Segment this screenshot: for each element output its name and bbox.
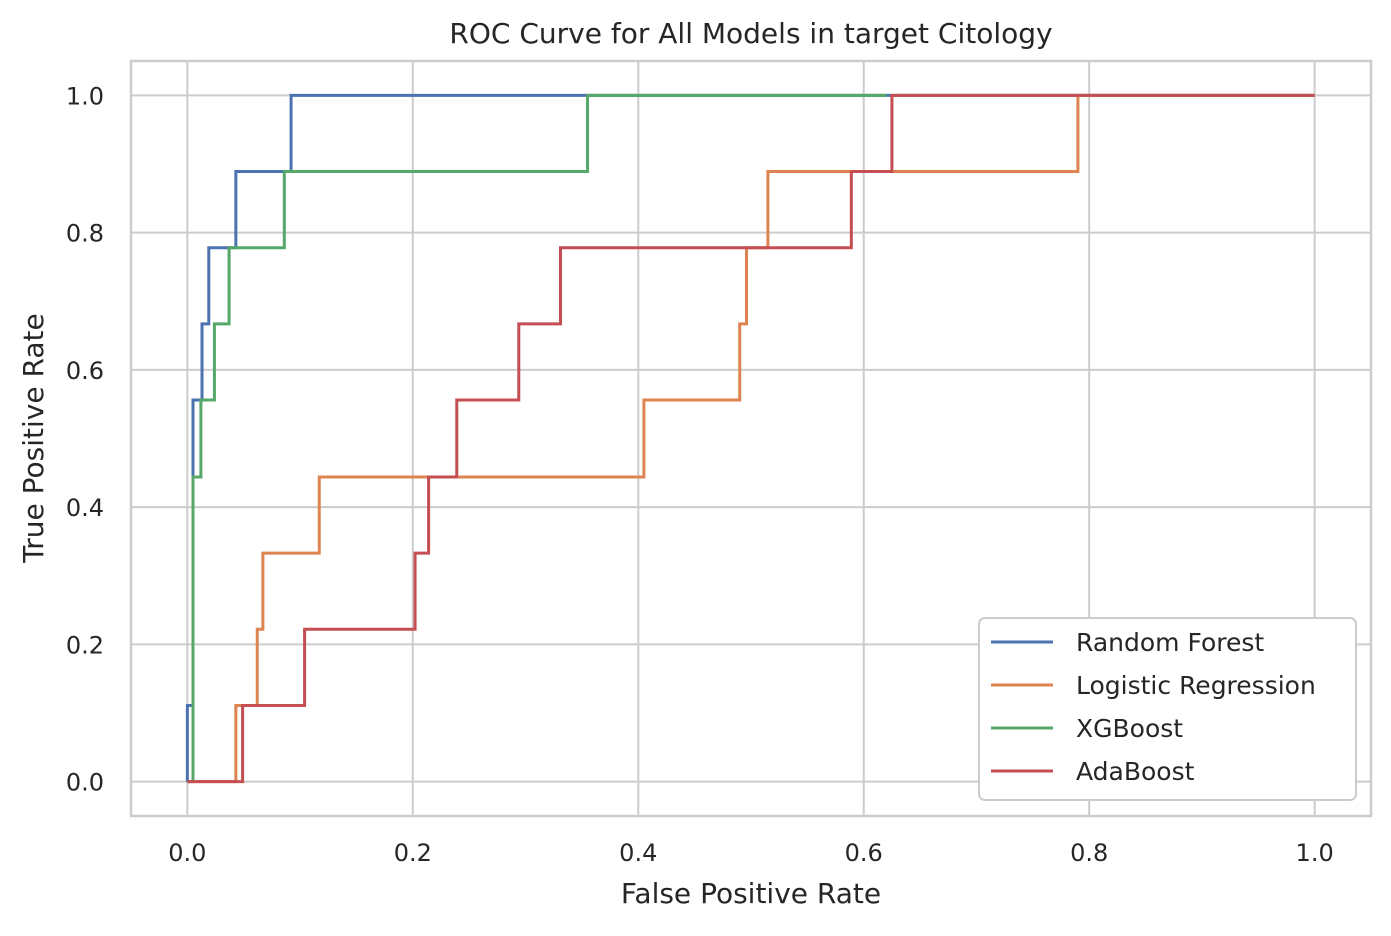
chart-title: ROC Curve for All Models in target Citol…: [449, 17, 1052, 50]
y-tick-label: 0.8: [66, 220, 104, 248]
legend-label-adaboost: AdaBoost: [1076, 757, 1195, 786]
series-line-adaboost: [187, 93, 1315, 784]
x-tick-label: 1.0: [1296, 839, 1334, 867]
y-axis-label: True Positive Rate: [17, 313, 50, 563]
legend-items: Random Forest Logistic Regression XGBoost A…: [991, 628, 1316, 786]
y-tick-label: 0.4: [66, 494, 104, 522]
y-tick-label: 1.0: [66, 82, 104, 110]
series-layer: [185, 93, 1315, 784]
x-axis-label: False Positive Rate: [621, 877, 881, 910]
x-tick-label: 0.2: [394, 839, 432, 867]
y-tick-labels: 0.0 0.2 0.4 0.6 0.8 1.0: [66, 82, 104, 796]
legend-box: [978, 617, 1357, 801]
series-line-xgboost: [187, 93, 887, 784]
x-tick-labels: 0.0 0.2 0.4 0.6 0.8 1.0: [168, 839, 1333, 867]
series-line-logistic-regression: [187, 93, 1315, 784]
y-tick-label: 0.6: [66, 357, 104, 385]
x-tick-label: 0.0: [168, 839, 206, 867]
x-tick-label: 0.6: [845, 839, 883, 867]
y-tick-label: 0.2: [66, 631, 104, 659]
legend-label-logistic-regression: Logistic Regression: [1076, 671, 1316, 700]
y-tick-label: 0.0: [66, 769, 104, 797]
legend-label-random-forest: Random Forest: [1076, 628, 1264, 657]
axes-frame: [129, 59, 1373, 818]
legend-label-xgboost: XGBoost: [1076, 714, 1183, 743]
x-tick-label: 0.8: [1070, 839, 1108, 867]
x-tick-label: 0.4: [619, 839, 657, 867]
legend: Random Forest Logistic Regression XGBoost A…: [978, 617, 1357, 801]
